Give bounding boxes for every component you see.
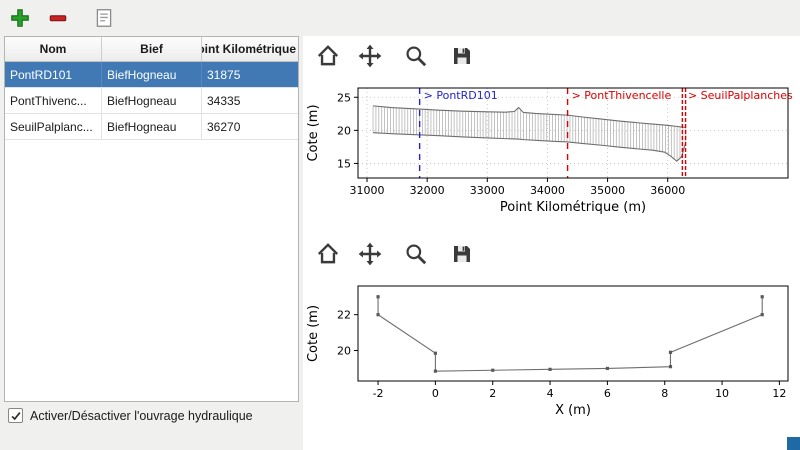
table-row[interactable]: PontRD101 BiefHogneau 31875 [5, 62, 298, 88]
zoom-icon [406, 244, 427, 265]
pan-button[interactable] [355, 42, 385, 70]
pan-icon [358, 242, 382, 266]
table-header-row: Nom Bief Point Kilométrique [5, 37, 298, 62]
cross-section-chart-toolbar [313, 238, 477, 270]
svg-text:X (m): X (m) [555, 403, 591, 418]
column-header-pk[interactable]: Point Kilométrique [202, 42, 296, 56]
pan-icon [358, 44, 382, 68]
cell-bief: BiefHogneau [102, 114, 202, 139]
svg-text:35000: 35000 [590, 184, 625, 197]
svg-text:> PontThivencelle: > PontThivencelle [572, 89, 672, 102]
resize-grip[interactable] [787, 437, 800, 450]
activer-ouvrage-checkbox[interactable]: Activer/Désactiver l'ouvrage hydraulique [8, 408, 253, 423]
save-icon [454, 246, 470, 262]
cross-section-chart[interactable]: -2 0 2 4 6 8 10 12 20 22 X (m) Cote (m) [303, 276, 800, 424]
profile-chart-toolbar [313, 40, 477, 72]
svg-text:6: 6 [604, 387, 611, 400]
svg-text:33000: 33000 [470, 184, 505, 197]
minus-icon [49, 15, 67, 22]
column-header-nom[interactable]: Nom [5, 37, 102, 61]
svg-text:8: 8 [661, 387, 668, 400]
table-row[interactable]: PontThivenc... BiefHogneau 34335 [5, 88, 298, 114]
save-icon [454, 48, 470, 64]
cell-pk: 36270 [207, 119, 241, 134]
checkbox-label: Activer/Désactiver l'ouvrage hydraulique [30, 408, 253, 423]
svg-text:31000: 31000 [350, 184, 385, 197]
svg-text:0: 0 [432, 387, 439, 400]
svg-text:34000: 34000 [530, 184, 565, 197]
profile-chart[interactable]: > PontRD101 > PontThivencelle > SeuilPalpl… [303, 78, 800, 220]
svg-text:22: 22 [337, 309, 351, 322]
svg-text:20: 20 [337, 345, 351, 358]
edit-ouvrage-button[interactable] [90, 4, 118, 32]
svg-text:15: 15 [337, 157, 351, 170]
cell-nom: PontRD101 [5, 62, 102, 87]
svg-text:Cote (m): Cote (m) [306, 305, 321, 362]
home-icon [317, 243, 339, 264]
zoom-icon [406, 46, 427, 67]
cell-nom: SeuilPalplanc... [5, 114, 102, 139]
main-toolbar [6, 3, 118, 33]
pan-button[interactable] [355, 240, 385, 268]
svg-text:25: 25 [337, 91, 351, 104]
svg-text:20: 20 [337, 124, 351, 137]
zoom-button[interactable] [401, 240, 431, 268]
svg-text:> PontRD101: > PontRD101 [424, 89, 498, 102]
home-button[interactable] [313, 42, 343, 70]
svg-text:10: 10 [715, 387, 729, 400]
svg-text:36000: 36000 [650, 184, 685, 197]
svg-text:2: 2 [489, 387, 496, 400]
svg-text:Point Kilométrique (m): Point Kilométrique (m) [500, 200, 646, 215]
cell-pk: 34335 [207, 93, 241, 108]
ouvrages-table: Nom Bief Point Kilométrique PontRD101 Bi… [4, 36, 299, 402]
svg-text:32000: 32000 [410, 184, 445, 197]
svg-text:> SeuilPalplanches: > SeuilPalplanches [688, 89, 793, 102]
save-button[interactable] [447, 240, 477, 268]
cell-bief: BiefHogneau [102, 88, 202, 113]
column-header-bief[interactable]: Bief [102, 37, 202, 61]
cell-bief: BiefHogneau [102, 62, 202, 87]
cell-nom: PontThivenc... [5, 88, 102, 113]
table-row[interactable]: SeuilPalplanc... BiefHogneau 36270 [5, 114, 298, 140]
add-ouvrage-button[interactable] [6, 4, 34, 32]
plus-icon [11, 9, 29, 27]
document-icon [96, 9, 112, 27]
svg-text:4: 4 [547, 387, 554, 400]
svg-text:-2: -2 [373, 387, 384, 400]
cell-pk: 31875 [207, 67, 241, 82]
remove-ouvrage-button[interactable] [44, 4, 72, 32]
home-button[interactable] [313, 240, 343, 268]
home-icon [317, 45, 339, 66]
charts-panel: > PontRD101 > PontThivencelle > SeuilPalpl… [303, 36, 800, 450]
zoom-button[interactable] [401, 42, 431, 70]
svg-text:12: 12 [772, 387, 786, 400]
save-button[interactable] [447, 42, 477, 70]
checkbox-checked-icon [8, 408, 23, 423]
svg-text:Cote (m): Cote (m) [306, 104, 321, 161]
